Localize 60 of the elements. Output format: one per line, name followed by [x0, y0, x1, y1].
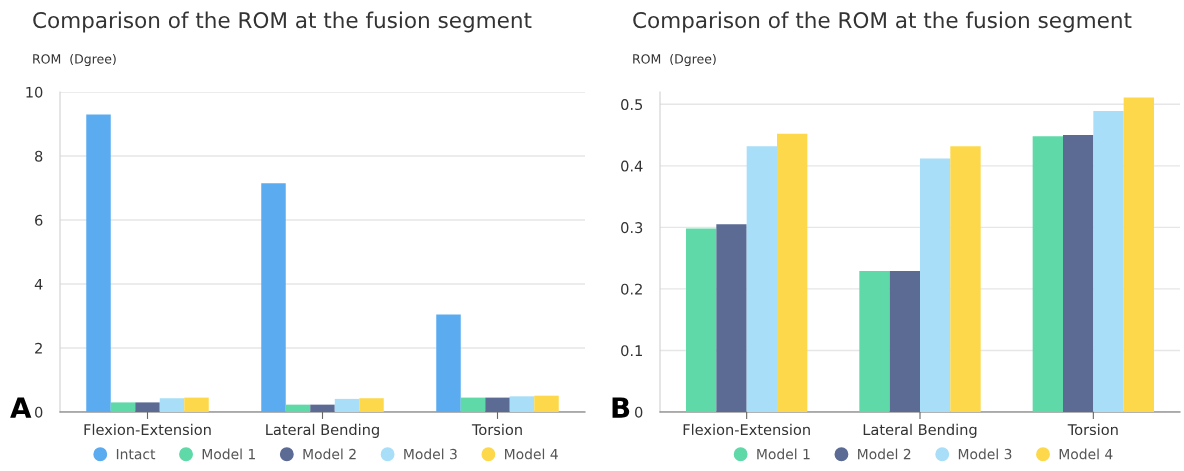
bar	[777, 133, 808, 412]
bar	[859, 271, 890, 412]
y-tick-label: 0.3	[621, 222, 643, 234]
y-tick-label: 0	[635, 406, 643, 418]
bar	[460, 397, 486, 412]
bar	[110, 402, 136, 412]
x-tick-label: Flexion-Extension	[683, 423, 810, 436]
x-tick-label: Torsion	[471, 423, 522, 436]
bar	[261, 183, 286, 412]
bar	[920, 158, 951, 412]
legend-label: Model 1	[202, 448, 255, 460]
y-axis-title: ROM (Dgree)	[33, 53, 116, 67]
bar	[334, 398, 360, 412]
bar	[359, 398, 384, 412]
bar	[310, 404, 335, 412]
bar	[746, 146, 777, 412]
chart-title: Comparison of the ROM at the fusion segment	[633, 11, 1132, 33]
legend-label: Intact	[116, 449, 156, 460]
bar	[436, 314, 461, 412]
bar	[1123, 97, 1154, 412]
y-tick-label: 0.5	[621, 99, 643, 111]
bar	[1032, 136, 1063, 412]
y-tick-label: 0.4	[621, 160, 643, 172]
bar	[889, 271, 920, 412]
y-tick-label: 8	[35, 150, 43, 162]
x-tick-label: Torsion	[1067, 423, 1118, 436]
bar	[1063, 135, 1094, 412]
bar	[686, 228, 717, 412]
legend-label: Model 2	[858, 448, 911, 460]
y-tick-label: 0.1	[621, 345, 642, 357]
bar	[716, 224, 747, 412]
legend-label: Model 4	[505, 448, 558, 460]
bar	[184, 397, 209, 412]
bar	[534, 395, 559, 412]
y-axis-title: ROM (Dgree)	[633, 53, 716, 67]
legend-label: Model 1	[757, 448, 810, 460]
x-tick-label: Lateral Bending	[863, 423, 977, 438]
bar	[485, 397, 510, 412]
y-tick-label: 0.2	[621, 283, 642, 295]
legend-label: Model 2	[303, 448, 356, 460]
legend-label: Model 4	[1059, 448, 1113, 460]
chart-title: Comparison of the ROM at the fusion segment	[33, 11, 532, 33]
y-tick-label: 6	[35, 214, 43, 226]
bar	[285, 404, 311, 412]
legend-label: Model 3	[404, 448, 457, 460]
y-tick-label: 0	[35, 406, 43, 418]
bar	[509, 396, 535, 412]
legend-label: Model 3	[958, 448, 1012, 460]
bar	[135, 402, 160, 412]
text: B	[612, 397, 630, 418]
x-tick-label: Lateral Bending	[266, 423, 379, 438]
x-tick-label: Flexion-Extension	[84, 423, 211, 436]
y-tick-label: 2	[35, 342, 42, 354]
bar	[159, 398, 185, 412]
y-tick-label: 4	[34, 278, 43, 290]
text: A	[10, 397, 32, 418]
bar	[86, 114, 111, 412]
bar	[1093, 111, 1124, 412]
y-tick-label: 10	[26, 86, 43, 98]
bar	[950, 146, 981, 412]
